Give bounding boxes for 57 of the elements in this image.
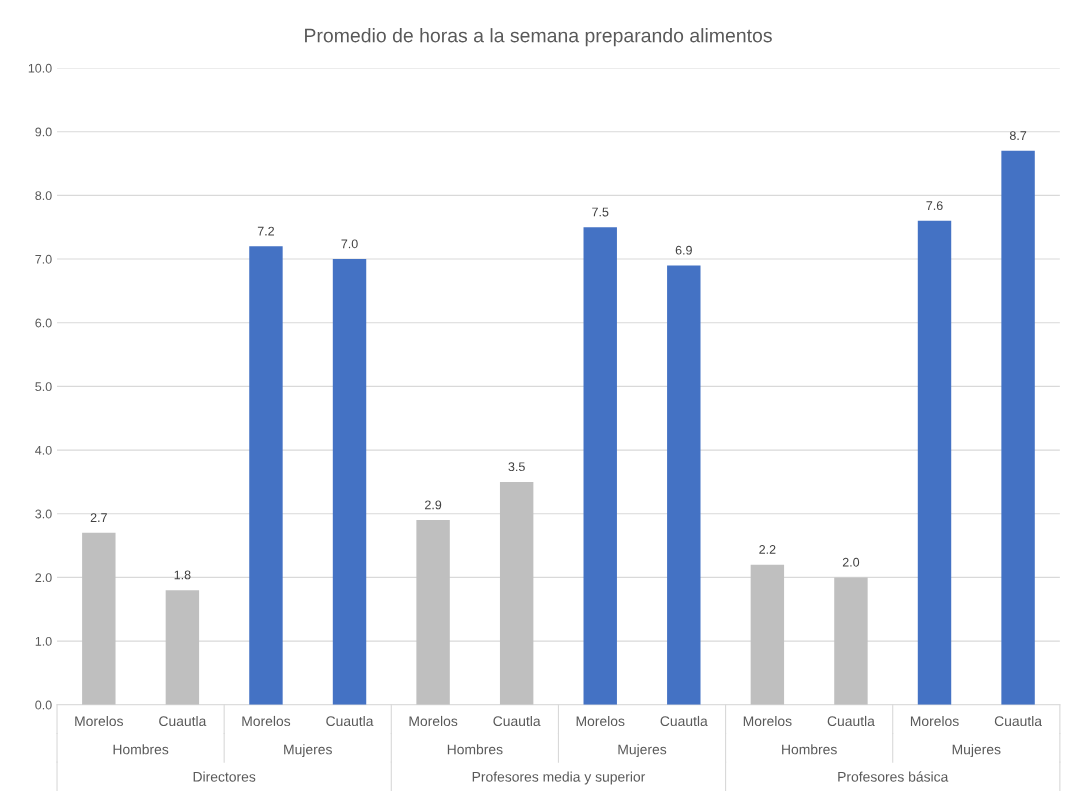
data-label: 6.9	[675, 245, 692, 255]
data-label: 3.5	[508, 462, 525, 472]
text: Profesores básica	[838, 771, 949, 782]
data-label: 2.7	[90, 513, 107, 522]
text: Profesores media y superior	[472, 771, 646, 785]
bar	[750, 564, 785, 705]
x-tick-label: Morelos	[75, 715, 124, 727]
x-tick-label: Cuautla	[493, 715, 541, 727]
chart-title: Promedio de horas a la semana preparando alimentos	[305, 28, 772, 47]
x-tick-label: Morelos	[743, 715, 792, 727]
bar	[834, 577, 868, 705]
bar	[499, 481, 534, 705]
x-tick-label: Morelos	[576, 715, 625, 727]
bar	[332, 259, 367, 705]
x-tick-label: Cuautla	[326, 715, 374, 727]
y-tick-label: 2.0	[35, 573, 52, 583]
data-label: 2.2	[759, 545, 776, 554]
y-tick-label: 10.0	[28, 63, 52, 73]
x-tick-label: Cuautla	[159, 715, 207, 727]
bar	[416, 520, 450, 705]
y-tick-label: 3.0	[35, 509, 52, 519]
data-label: 7.2	[257, 226, 275, 236]
x-tick-label: Cuautla	[994, 715, 1043, 727]
text: Mujeres	[952, 744, 1001, 758]
bar	[667, 265, 701, 705]
x-tick-label: Morelos	[242, 715, 291, 727]
y-tick-label: 9.0	[35, 127, 52, 137]
x-tick-label: Morelos	[409, 715, 458, 727]
data-label: 2.0	[842, 557, 860, 567]
x-tick-label: Cuautla	[827, 715, 875, 727]
y-tick-label: 6.0	[35, 318, 52, 328]
text: Directores	[193, 771, 256, 782]
text: Hombres	[447, 744, 503, 755]
data-label: 7.5	[592, 207, 609, 217]
data-label: 7.0	[341, 239, 358, 249]
x-tick-label: Morelos	[910, 715, 959, 727]
y-tick-label: 1.0	[35, 636, 52, 646]
text: Mujeres	[618, 744, 667, 758]
x-tick-label: Cuautla	[660, 715, 708, 727]
data-label: 8.7	[1009, 131, 1027, 140]
bar	[583, 227, 617, 705]
data-label: 1.8	[174, 570, 191, 580]
bar	[82, 532, 116, 705]
bar	[1001, 150, 1035, 705]
y-tick-label: 0.0	[35, 700, 52, 710]
y-tick-label: 5.0	[35, 382, 52, 392]
bar	[917, 220, 952, 705]
bar	[249, 246, 283, 705]
text: Hombres	[113, 744, 169, 755]
y-tick-label: 8.0	[35, 191, 52, 201]
y-tick-label: 7.0	[35, 254, 52, 264]
data-label: 2.9	[425, 500, 442, 510]
text: Mujeres	[284, 744, 332, 758]
data-label: 7.6	[926, 201, 943, 211]
text: Hombres	[782, 744, 837, 755]
bar	[165, 590, 200, 705]
y-tick-label: 4.0	[35, 445, 52, 455]
